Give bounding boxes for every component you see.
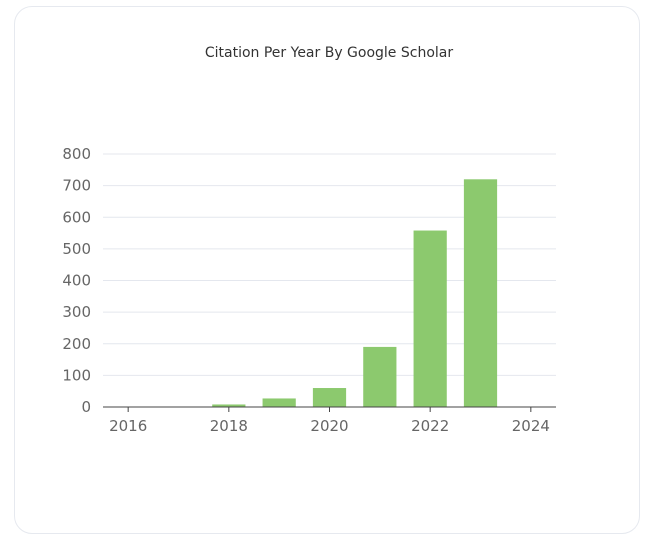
bar-2022 [413,230,447,407]
chart-card: Citation Per Year By Google Scholar 0 100… [14,6,640,534]
y-tick-label-700: 700 [62,177,91,195]
axes [103,406,556,412]
bars [212,179,498,407]
x-tick-label-2020: 2020 [310,417,348,435]
bar-2021 [363,346,397,407]
y-tick-label-800: 800 [62,145,91,163]
y-tick-label-500: 500 [62,240,91,258]
y-tick-label-200: 200 [62,335,91,353]
bar-2019 [262,398,296,407]
x-tick-label-2022: 2022 [411,417,449,435]
x-tick-label-2024: 2024 [512,417,550,435]
bar-2023 [463,179,498,407]
grid-lines [103,153,556,376]
x-tick-label-2018: 2018 [210,417,248,435]
y-tick-label-600: 600 [62,208,91,226]
chart-title: Citation Per Year By Google Scholar [205,45,454,61]
bar-2020 [312,388,347,407]
y-tick-label-100: 100 [62,366,91,384]
y-tick-label-300: 300 [62,303,91,321]
bar-2018 [212,404,246,407]
y-tick-label-0: 0 [81,398,91,416]
citation-bar-chart: Citation Per Year By Google Scholar 0 100… [62,45,556,435]
y-tick-label-400: 400 [62,272,91,290]
x-tick-label-2016: 2016 [109,417,147,435]
tick-labels: 0 100 200 300 400 500 600 700 800 2016 2018 2020 202… [62,145,550,435]
